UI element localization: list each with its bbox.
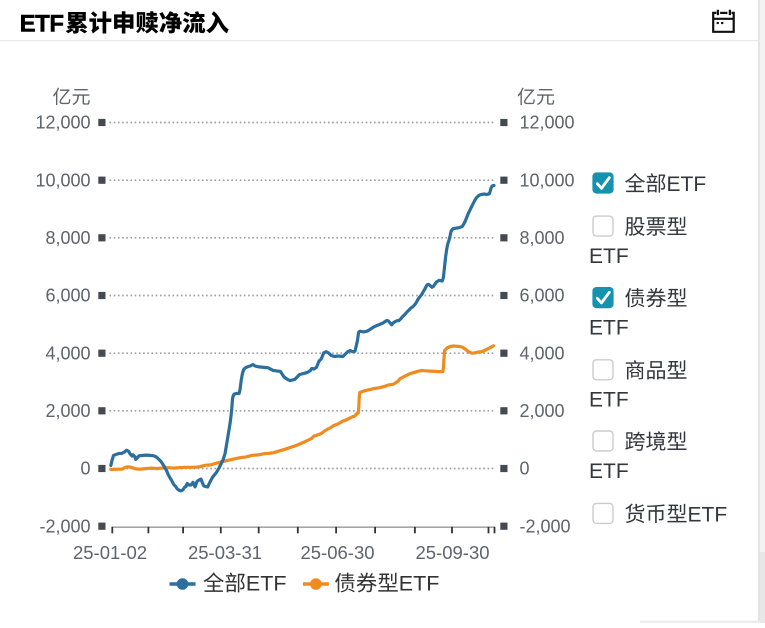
svg-text:25-01-02: 25-01-02: [73, 542, 147, 563]
svg-text:6,000: 6,000: [45, 286, 90, 306]
svg-text:ETF: ETF: [589, 460, 629, 483]
svg-text:ETF: ETF: [246, 572, 287, 596]
svg-text:4,000: 4,000: [45, 343, 90, 363]
svg-text:2,000: 2,000: [45, 401, 90, 421]
svg-text:12,000: 12,000: [35, 113, 90, 133]
svg-text:0: 0: [80, 459, 90, 479]
svg-text:12,000: 12,000: [520, 113, 575, 133]
svg-text:25-09-30: 25-09-30: [415, 542, 489, 563]
svg-text:8,000: 8,000: [45, 228, 90, 248]
svg-text:-2,000: -2,000: [520, 516, 571, 536]
svg-text:ETF: ETF: [688, 503, 728, 526]
svg-text:ETF: ETF: [589, 316, 629, 339]
svg-text:4,000: 4,000: [520, 343, 565, 363]
svg-text:ETF: ETF: [589, 245, 629, 268]
svg-text:ETF: ETF: [399, 572, 440, 596]
svg-text:ETF: ETF: [589, 389, 629, 412]
svg-text:-2,000: -2,000: [39, 516, 90, 536]
svg-text:ETF: ETF: [20, 10, 65, 37]
svg-text:25-06-30: 25-06-30: [300, 542, 374, 563]
svg-text:25-03-31: 25-03-31: [188, 542, 262, 563]
svg-text:10,000: 10,000: [520, 170, 575, 190]
svg-text:2,000: 2,000: [520, 401, 565, 421]
svg-text:10,000: 10,000: [35, 170, 90, 190]
svg-text:0: 0: [520, 459, 530, 479]
svg-text:ETF: ETF: [667, 173, 707, 196]
svg-text:6,000: 6,000: [520, 286, 565, 306]
svg-text:8,000: 8,000: [520, 228, 565, 248]
